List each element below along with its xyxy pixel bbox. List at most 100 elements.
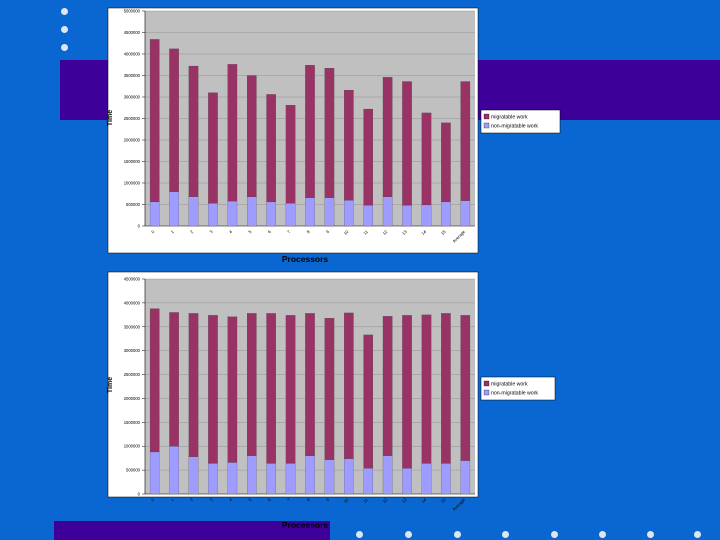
- x-tick-label: 15: [440, 229, 447, 236]
- y-tick-label: 4000000: [124, 52, 141, 57]
- bar-non-migratable: [149, 451, 160, 495]
- x-tick-label: 9: [325, 497, 331, 503]
- bar-migratable: [382, 316, 393, 456]
- y-tick-label: 0: [138, 224, 141, 229]
- bar-non-migratable: [441, 201, 451, 227]
- bar-non-migratable: [169, 191, 179, 227]
- legend-box: [480, 376, 556, 401]
- footer-dot: [647, 531, 654, 538]
- footer-band: [54, 521, 330, 540]
- footer-dot: [405, 531, 412, 538]
- x-tick-label: 13: [401, 229, 408, 236]
- bar-non-migratable: [208, 463, 218, 495]
- x-tick-label: 12: [382, 229, 389, 236]
- x-tick-label: 8: [306, 229, 312, 235]
- bar-migratable: [363, 334, 373, 469]
- x-tick-label: 11: [362, 497, 369, 504]
- bar-migratable: [344, 90, 354, 201]
- y-tick-label: 4000000: [124, 300, 141, 305]
- y-tick-label: 0: [138, 492, 141, 497]
- x-tick-label: 7: [286, 497, 292, 503]
- bar-non-migratable: [441, 463, 451, 495]
- y-tick-label: 3500000: [124, 324, 141, 329]
- bar-non-migratable: [305, 455, 315, 495]
- bar-migratable: [227, 64, 238, 202]
- footer-dot: [599, 531, 606, 538]
- legend-box: [480, 109, 561, 134]
- footer-dot: [356, 531, 363, 538]
- bar-migratable: [305, 65, 315, 198]
- x-tick-label: 13: [401, 497, 408, 504]
- bar-migratable: [460, 315, 471, 461]
- legend-swatch: [483, 380, 490, 387]
- bar-non-migratable: [460, 460, 471, 495]
- x-tick-label: 1: [170, 229, 176, 235]
- bar-migratable: [441, 122, 451, 203]
- x-tick-label: 15: [440, 497, 447, 504]
- bullet-dot: [61, 44, 68, 51]
- bar-non-migratable: [285, 463, 296, 495]
- y-axis-label: Time: [107, 377, 114, 393]
- bar-migratable: [305, 313, 315, 456]
- x-tick-label: 5: [247, 229, 253, 235]
- bar-non-migratable: [149, 201, 160, 227]
- bar-non-migratable: [247, 196, 257, 227]
- bar-migratable: [324, 68, 335, 198]
- x-tick-label: 6: [267, 497, 273, 503]
- y-tick-label: 1500000: [124, 420, 141, 425]
- bar-migratable: [227, 316, 238, 463]
- x-tick-label: 10: [343, 497, 350, 504]
- x-tick-label: 4: [228, 497, 234, 503]
- x-tick-label: 9: [325, 229, 331, 235]
- bullet-dot: [61, 8, 68, 15]
- bar-migratable: [344, 312, 354, 459]
- bar-migratable: [169, 48, 179, 192]
- bar-migratable: [208, 315, 218, 464]
- bar-migratable: [169, 312, 179, 447]
- bar-non-migratable: [227, 200, 238, 227]
- y-tick-label: 1000000: [124, 444, 141, 449]
- bar-migratable: [266, 313, 276, 464]
- bar-non-migratable: [421, 463, 432, 495]
- y-tick-label: 3000000: [124, 95, 141, 100]
- footer-dot: [694, 531, 701, 538]
- bar-migratable: [402, 315, 412, 469]
- x-tick-label: 12: [382, 497, 389, 504]
- bar-non-migratable: [266, 201, 276, 227]
- bar-non-migratable: [305, 197, 315, 227]
- y-tick-label: 2000000: [124, 138, 141, 143]
- y-tick-label: 3000000: [124, 348, 141, 353]
- x-tick-label: 8: [306, 497, 312, 503]
- footer-dot: [454, 531, 461, 538]
- bar-non-migratable: [324, 197, 335, 227]
- bar-non-migratable: [382, 455, 393, 495]
- legend-label: non-migratable work: [491, 123, 538, 129]
- bar-migratable: [149, 308, 160, 453]
- y-axis-label: Time: [107, 110, 114, 126]
- bar-migratable: [324, 318, 335, 460]
- bar-migratable: [285, 315, 296, 464]
- x-tick-label: 14: [420, 497, 427, 504]
- bar-migratable: [208, 92, 218, 204]
- y-tick-label: 500000: [126, 468, 141, 473]
- x-tick-label: 10: [343, 229, 350, 236]
- bullet-dot: [61, 26, 68, 33]
- bar-non-migratable: [285, 203, 296, 227]
- x-tick-label: 3: [208, 497, 214, 503]
- bar-non-migratable: [169, 446, 179, 495]
- bar-migratable: [421, 314, 432, 464]
- x-tick-label: 1: [170, 497, 176, 503]
- x-tick-label: 3: [208, 229, 214, 235]
- bar-migratable: [149, 39, 160, 203]
- bar-migratable: [363, 108, 373, 206]
- bar-non-migratable: [208, 203, 218, 227]
- footer-dot: [502, 531, 509, 538]
- chart-2: 0 500000 1000000 1500000 2000000 2500000 30000…: [107, 271, 556, 530]
- x-axis-label: Processors: [282, 520, 329, 530]
- bar-non-migratable: [266, 463, 276, 495]
- x-tick-label: 5: [247, 497, 253, 503]
- x-tick-label: 11: [362, 229, 369, 236]
- x-tick-label: 6: [267, 229, 273, 235]
- y-tick-label: 5000000: [124, 9, 141, 14]
